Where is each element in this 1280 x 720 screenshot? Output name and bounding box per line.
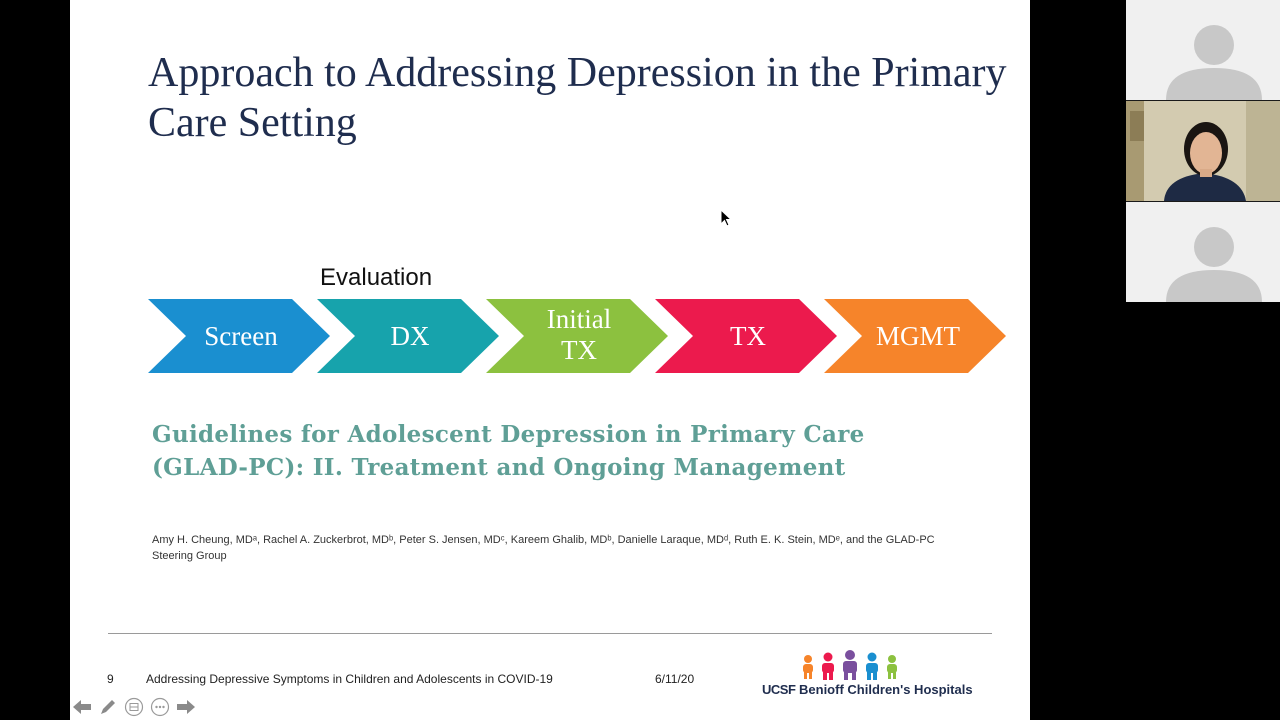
grid-icon xyxy=(124,697,144,717)
presentation-slide: Approach to Addressing Depression in the… xyxy=(70,0,1030,720)
footer-presentation-title: Addressing Depressive Symptoms in Childr… xyxy=(146,672,553,686)
step-screen: Screen xyxy=(148,299,330,373)
presenter-video-tile[interactable] xyxy=(1126,101,1280,201)
footer-date: 6/11/20 xyxy=(655,672,695,686)
process-chevrons: Screen DX Initial TX TX MGMT xyxy=(148,299,1006,373)
pen-tool-button[interactable] xyxy=(98,697,118,717)
slide-page-number: 9 xyxy=(107,672,114,686)
logo-ucsf: UCSF xyxy=(762,682,796,697)
arrow-left-icon xyxy=(73,700,91,714)
slide-sorter-button[interactable] xyxy=(124,697,144,717)
step-tx: TX xyxy=(655,299,837,373)
slide-title: Approach to Addressing Depression in the… xyxy=(148,50,1007,146)
more-options-button[interactable] xyxy=(150,697,170,717)
arrow-right-icon xyxy=(177,700,195,714)
step-initial-tx-label-line2: TX xyxy=(561,335,597,365)
ucsf-logo-text: UCSF Benioff Children's Hospitals xyxy=(762,682,973,697)
participant-video-tile[interactable] xyxy=(1126,202,1280,302)
guideline-authors: Amy H. Cheung, MDᵃ, Rachel A. Zuckerbrot… xyxy=(152,534,935,562)
avatar-placeholder-icon xyxy=(1166,25,1262,100)
previous-slide-button[interactable] xyxy=(72,697,92,717)
evaluation-label: Evaluation xyxy=(320,264,433,291)
logo-hospital-name: Benioff Children's Hospitals xyxy=(799,682,973,697)
presenter-avatar xyxy=(1126,101,1280,201)
avatar-placeholder-icon xyxy=(1166,227,1262,302)
step-mgmt: MGMT xyxy=(824,299,1006,373)
step-dx: DX xyxy=(317,299,499,373)
step-screen-label: Screen xyxy=(204,321,278,351)
ellipsis-icon xyxy=(150,697,170,717)
guideline-article-title: Guidelines for Adolescent Depression in … xyxy=(152,421,865,481)
step-tx-label: TX xyxy=(730,321,766,351)
participant-video-tile[interactable] xyxy=(1126,0,1280,100)
ucsf-children-logo-icon xyxy=(803,650,897,680)
mouse-cursor-icon xyxy=(720,209,732,227)
footer-divider xyxy=(108,633,992,634)
next-slide-button[interactable] xyxy=(176,697,196,717)
step-mgmt-label: MGMT xyxy=(876,321,961,351)
step-initial-tx-label-line1: Initial xyxy=(547,304,611,334)
video-participants-panel xyxy=(1126,0,1280,302)
slideshow-controls xyxy=(72,696,202,718)
step-initial-tx: Initial TX xyxy=(486,299,668,373)
pen-icon xyxy=(101,700,115,714)
step-dx-label: DX xyxy=(391,321,430,351)
